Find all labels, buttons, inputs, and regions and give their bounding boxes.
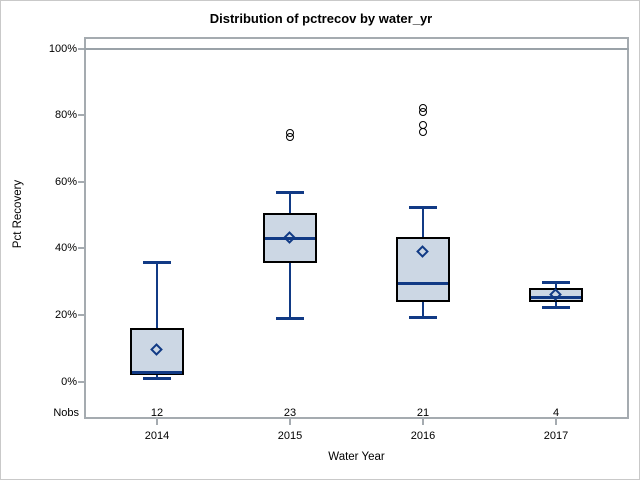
nobs-value: 21 (416, 407, 430, 419)
y-axis-tick (78, 180, 84, 183)
whisker-cap-low (276, 317, 304, 321)
whisker-cap-high (143, 260, 171, 264)
median-line (398, 282, 448, 286)
outlier-marker (419, 121, 427, 130)
x-axis-tick-label: 2016 (410, 430, 436, 442)
x-axis-tick (422, 419, 424, 425)
reference-line-100pct (84, 47, 629, 50)
x-axis-tick (289, 419, 291, 425)
y-axis-tick (78, 47, 84, 50)
y-axis-tick-label: 20% (54, 308, 77, 321)
y-axis-tick (78, 247, 84, 250)
outlier-marker (286, 129, 294, 138)
y-axis-tick-label: 0% (61, 375, 77, 388)
y-axis-tick (78, 114, 84, 117)
nobs-value: 12 (150, 407, 164, 419)
y-axis-tick-label: 80% (54, 109, 77, 122)
whisker-cap-low (542, 305, 570, 309)
y-axis-tick-label: 40% (54, 242, 77, 255)
x-axis-tick-label: 2017 (543, 430, 569, 442)
nobs-value: 4 (552, 407, 560, 419)
y-axis-tick-label: 60% (54, 175, 77, 188)
x-axis-tick (555, 419, 557, 425)
y-axis-tick-label: 100% (48, 42, 77, 55)
outlier-marker (419, 104, 427, 113)
whisker-line (156, 261, 158, 379)
median-line (531, 295, 581, 299)
chart-title: Distribution of pctrecov by water_yr (209, 11, 433, 26)
x-axis-title: Water Year (328, 451, 385, 463)
x-axis-tick-label: 2014 (144, 430, 170, 442)
whisker-cap-high (276, 190, 304, 194)
box-iqr (130, 328, 184, 375)
whisker-cap-low (409, 315, 437, 319)
median-line (132, 370, 182, 374)
y-axis-tick (78, 313, 84, 316)
median-line (265, 237, 315, 241)
y-axis-tick (78, 380, 84, 383)
x-axis-tick-label: 2015 (277, 430, 303, 442)
whisker-cap-high (409, 205, 437, 209)
x-axis-tick (156, 419, 158, 425)
whisker-cap-high (542, 280, 570, 284)
whisker-cap-low (143, 377, 171, 381)
box-iqr (396, 236, 450, 302)
nobs-value: 23 (283, 407, 297, 419)
y-axis-title: Pct Recovery (12, 179, 24, 249)
nobs-row-header: Nobs (53, 407, 79, 419)
